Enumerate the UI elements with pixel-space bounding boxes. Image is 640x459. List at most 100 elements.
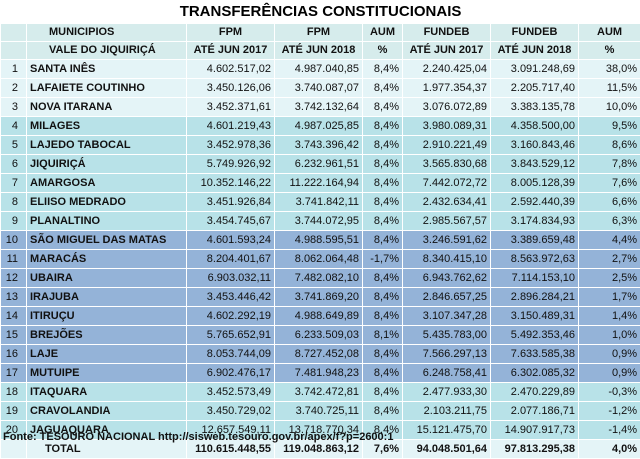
row-index: 2 [1, 79, 27, 98]
municipio-name: IRAJUBA [27, 288, 187, 307]
municipio-name: AMARGOSA [27, 174, 187, 193]
fpm-2018-value: 4.988.649,89 [275, 307, 363, 326]
fpm-2018-value: 6.233.509,03 [275, 326, 363, 345]
aum-fundeb-value: 0,9% [579, 364, 640, 383]
municipio-name: CRAVOLANDIA [27, 402, 187, 421]
row-index: 14 [1, 307, 27, 326]
fpm-2017-value: 4.601.593,24 [187, 231, 275, 250]
aum-fundeb-value: -0,3% [579, 383, 640, 402]
fpm-2018-value: 7.482.082,10 [275, 269, 363, 288]
fundeb-2017-value: 3.107.347,28 [403, 307, 491, 326]
fpm-2017-value: 8.053.744,09 [187, 345, 275, 364]
fpm-2017-value: 10.352.146,22 [187, 174, 275, 193]
aum-fundeb-value: -1,2% [579, 402, 640, 421]
row-index: 8 [1, 193, 27, 212]
header-fpm-2018-period: ATÉ JUN 2018 [275, 42, 363, 60]
header-cell-index [1, 24, 27, 42]
fpm-2017-value: 4.602.292,19 [187, 307, 275, 326]
aum-fundeb-value: 11,5% [579, 79, 640, 98]
aum-fundeb-value: 1,0% [579, 326, 640, 345]
total-fundeb-2017: 94.048.501,64 [403, 440, 491, 459]
aum-fundeb-value: 38,0% [579, 60, 640, 79]
header-fundeb-2018: FUNDEB [491, 24, 579, 42]
fpm-2018-value: 3.743.396,42 [275, 136, 363, 155]
fundeb-2018-value: 3.160.843,46 [491, 136, 579, 155]
row-index: 9 [1, 212, 27, 231]
fundeb-2017-value: 2.240.425,04 [403, 60, 491, 79]
municipio-name: SÃO MIGUEL DAS MATAS [27, 231, 187, 250]
fundeb-2018-value: 8.005.128,39 [491, 174, 579, 193]
fundeb-2018-value: 2.470.229,89 [491, 383, 579, 402]
fundeb-2017-value: 5.435.783,00 [403, 326, 491, 345]
total-fundeb-2018: 97.813.295,38 [491, 440, 579, 459]
row-index: 10 [1, 231, 27, 250]
source-note: Fonte: TESOURO NACIONAL http://sisweb.te… [3, 431, 393, 443]
fundeb-2018-value: 7.114.153,10 [491, 269, 579, 288]
fpm-2018-value: 7.481.948,23 [275, 364, 363, 383]
aum-fpm-value: 8,4% [363, 117, 403, 136]
municipio-name: ELIISO MEDRADO [27, 193, 187, 212]
row-index: 11 [1, 250, 27, 269]
fpm-2018-value: 8.727.452,08 [275, 345, 363, 364]
fpm-2018-value: 8.062.064,48 [275, 250, 363, 269]
fpm-2017-value: 8.204.401,67 [187, 250, 275, 269]
aum-fundeb-value: 6,3% [579, 212, 640, 231]
fundeb-2018-value: 3.383.135,78 [491, 98, 579, 117]
aum-fundeb-value: 8,6% [579, 136, 640, 155]
aum-fpm-value: 8,4% [363, 193, 403, 212]
aum-fpm-value: 8,4% [363, 174, 403, 193]
fundeb-2017-value: 6.943.762,62 [403, 269, 491, 288]
spreadsheet: TRANSFERÊNCIAS CONSTITUCIONAIS MUNICIPIO… [0, 0, 640, 447]
fundeb-2017-value: 8.340.415,10 [403, 250, 491, 269]
aum-fpm-value: 8,4% [363, 364, 403, 383]
fundeb-2018-value: 3.389.659,48 [491, 231, 579, 250]
aum-fpm-value: 8,4% [363, 402, 403, 421]
fundeb-2017-value: 2.846.657,25 [403, 288, 491, 307]
row-index: 12 [1, 269, 27, 288]
fundeb-2017-value: 6.248.758,41 [403, 364, 491, 383]
fundeb-2017-value: 15.121.475,70 [403, 421, 491, 440]
fpm-2018-value: 3.744.072,95 [275, 212, 363, 231]
header-fpm-2018: FPM [275, 24, 363, 42]
aum-fpm-value: 8,4% [363, 307, 403, 326]
fpm-2017-value: 3.452.371,61 [187, 98, 275, 117]
fpm-2017-value: 3.452.573,49 [187, 383, 275, 402]
fpm-2018-value: 4.987.040,85 [275, 60, 363, 79]
aum-fpm-value: 8,4% [363, 288, 403, 307]
fpm-2017-value: 6.903.032,11 [187, 269, 275, 288]
municipio-name: MILAGES [27, 117, 187, 136]
fpm-2017-value: 4.601.219,43 [187, 117, 275, 136]
municipio-name: MARACÁS [27, 250, 187, 269]
fpm-2017-value: 4.602.517,02 [187, 60, 275, 79]
fpm-2017-value: 3.450.729,02 [187, 402, 275, 421]
fpm-2017-value: 5.749.926,92 [187, 155, 275, 174]
row-index: 3 [1, 98, 27, 117]
header-aum-fundeb: AUM [579, 24, 640, 42]
row-index: 5 [1, 136, 27, 155]
fundeb-2018-value: 14.907.917,73 [491, 421, 579, 440]
fundeb-2018-value: 3.843.529,12 [491, 155, 579, 174]
fpm-2017-value: 5.765.652,91 [187, 326, 275, 345]
aum-fundeb-value: 1,4% [579, 307, 640, 326]
aum-fpm-value: 8,4% [363, 60, 403, 79]
table-title: TRANSFERÊNCIAS CONSTITUCIONAIS [1, 1, 640, 24]
header-fpm-2017: FPM [187, 24, 275, 42]
fpm-2018-value: 3.740.725,11 [275, 402, 363, 421]
fpm-2017-value: 3.453.446,42 [187, 288, 275, 307]
row-index: 17 [1, 364, 27, 383]
aum-fpm-value: 8,4% [363, 212, 403, 231]
row-index: 1 [1, 60, 27, 79]
municipio-name: PLANALTINO [27, 212, 187, 231]
fundeb-2018-value: 2.205.717,40 [491, 79, 579, 98]
row-index: 7 [1, 174, 27, 193]
fundeb-2017-value: 7.566.297,13 [403, 345, 491, 364]
municipio-name: ITAQUARA [27, 383, 187, 402]
